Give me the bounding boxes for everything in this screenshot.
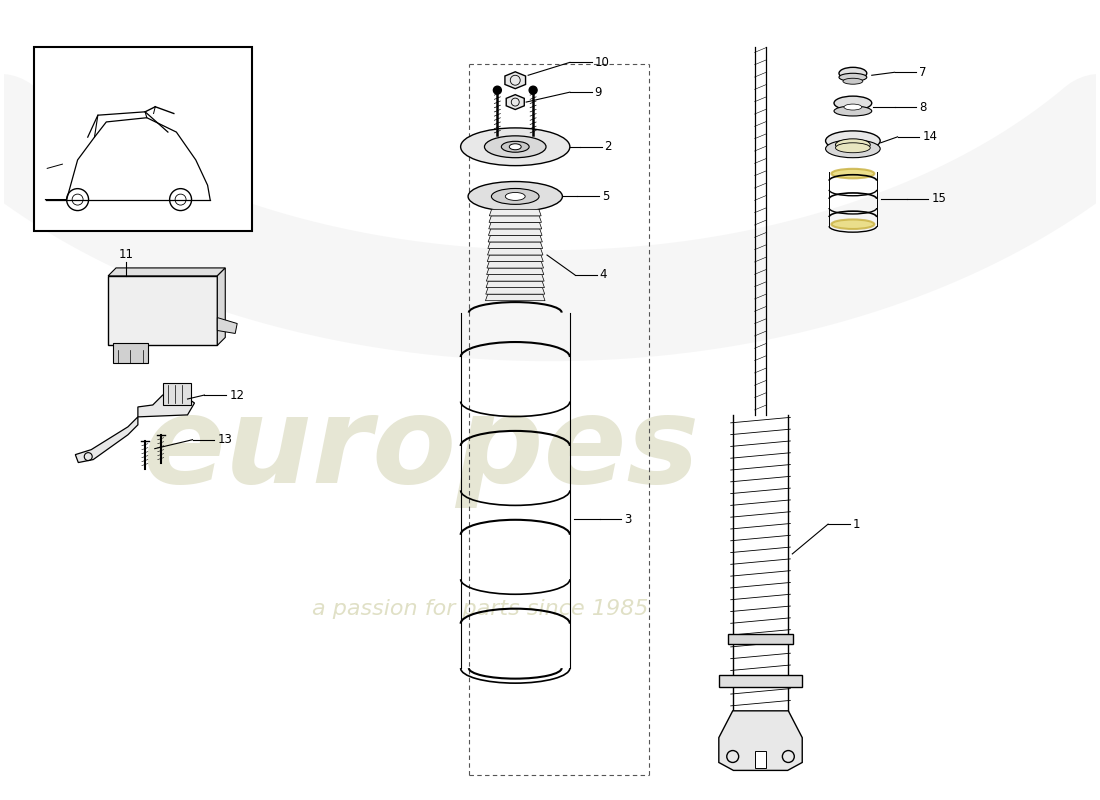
Text: 8: 8 [920, 101, 927, 114]
Polygon shape [718, 711, 802, 770]
Polygon shape [486, 268, 543, 274]
Bar [34, 47, 252, 231]
Polygon shape [486, 274, 544, 281]
Polygon shape [486, 281, 544, 288]
Polygon shape [487, 249, 543, 255]
Circle shape [529, 86, 537, 94]
Ellipse shape [839, 67, 867, 79]
FancyBboxPatch shape [163, 383, 190, 405]
Ellipse shape [509, 144, 521, 150]
Polygon shape [75, 417, 138, 462]
Ellipse shape [502, 142, 529, 152]
Ellipse shape [834, 96, 871, 110]
Text: 15: 15 [932, 193, 946, 206]
Text: 7: 7 [920, 66, 927, 78]
Polygon shape [490, 210, 541, 216]
Polygon shape [488, 222, 542, 229]
Ellipse shape [843, 78, 862, 84]
Polygon shape [505, 72, 526, 89]
Text: a passion for parts since 1985: a passion for parts since 1985 [312, 598, 649, 618]
FancyBboxPatch shape [755, 750, 767, 769]
Ellipse shape [484, 136, 546, 158]
FancyBboxPatch shape [108, 276, 218, 346]
Ellipse shape [832, 169, 875, 178]
FancyBboxPatch shape [718, 675, 802, 687]
Circle shape [494, 86, 502, 94]
Polygon shape [218, 318, 238, 334]
Text: europes: europes [142, 391, 700, 508]
Polygon shape [487, 255, 543, 262]
Ellipse shape [839, 74, 867, 82]
Polygon shape [490, 216, 541, 222]
Text: 9: 9 [595, 86, 602, 98]
Text: 2: 2 [605, 140, 612, 154]
Ellipse shape [492, 189, 539, 204]
Text: 13: 13 [218, 434, 232, 446]
FancyBboxPatch shape [113, 343, 147, 363]
Text: 12: 12 [229, 389, 244, 402]
Polygon shape [506, 94, 525, 110]
Text: 11: 11 [119, 247, 133, 261]
Text: 5: 5 [602, 190, 609, 203]
Polygon shape [486, 288, 544, 294]
Ellipse shape [826, 140, 880, 158]
Ellipse shape [834, 106, 871, 116]
Text: 4: 4 [600, 268, 607, 282]
Polygon shape [487, 262, 543, 268]
Text: 1: 1 [852, 518, 860, 530]
Text: 14: 14 [923, 130, 937, 143]
Text: 10: 10 [595, 56, 609, 69]
Polygon shape [488, 229, 542, 235]
Ellipse shape [832, 219, 875, 229]
Ellipse shape [826, 131, 880, 150]
FancyBboxPatch shape [728, 634, 793, 644]
Ellipse shape [836, 142, 870, 153]
Ellipse shape [836, 139, 870, 150]
Ellipse shape [844, 104, 861, 110]
Polygon shape [138, 395, 195, 417]
Text: 3: 3 [625, 513, 631, 526]
Polygon shape [488, 235, 542, 242]
Polygon shape [108, 268, 226, 276]
Polygon shape [218, 268, 226, 346]
Ellipse shape [461, 128, 570, 166]
Polygon shape [485, 294, 544, 301]
Ellipse shape [469, 182, 562, 211]
Ellipse shape [505, 193, 525, 200]
Polygon shape [487, 242, 542, 249]
